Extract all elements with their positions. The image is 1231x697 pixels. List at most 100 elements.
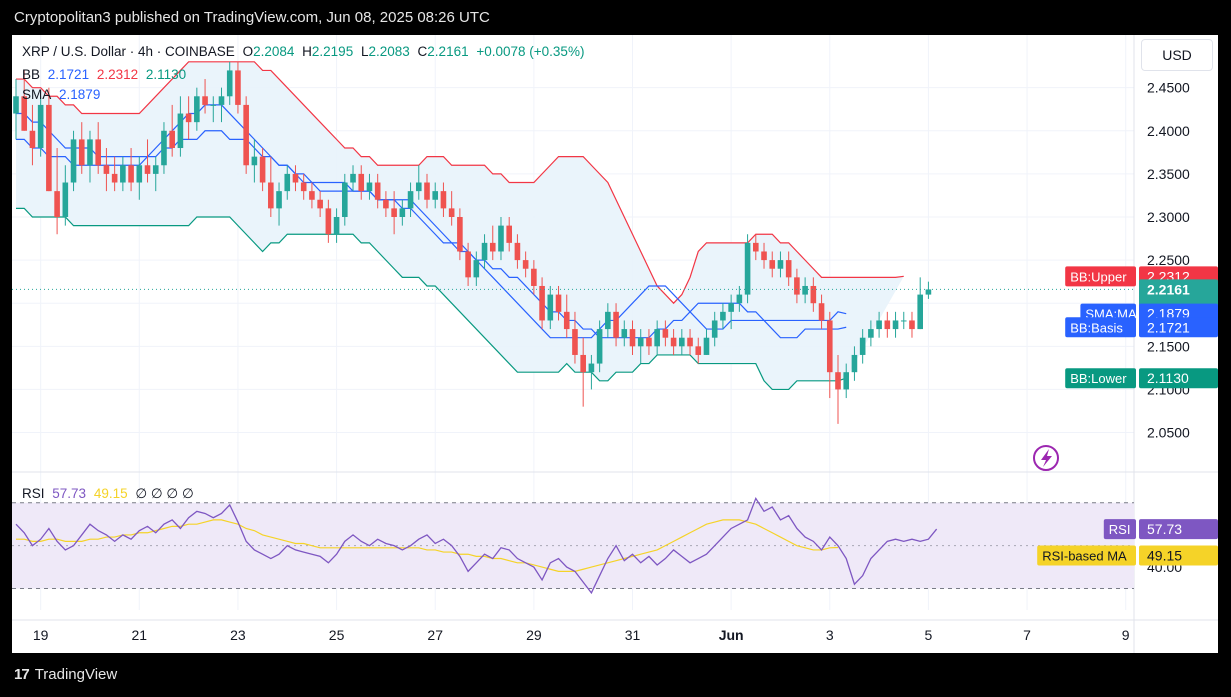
candle-body [432,191,439,200]
price-tick-label: 2.3500 [1147,166,1190,182]
candle-body [506,225,512,243]
candle-body [892,320,899,330]
rsi-name-text: RSI [1109,522,1131,537]
candle-body [572,329,578,355]
rsi-name-badge [1103,519,1136,540]
rsi-value: 57.73 [52,486,87,501]
open-label: O2.2084 [242,44,295,59]
price-label-badge [1139,317,1218,338]
footer-brand[interactable]: 17 TradingView [14,666,117,683]
candle-body [218,96,225,105]
candle-body [21,96,28,131]
rsi-name-text: RSI-based MA [1042,548,1127,563]
currency-button[interactable]: USD [1141,39,1213,71]
candle-body [605,311,611,330]
candle-body [753,242,759,252]
rsi-value-text: 49.15 [1147,547,1182,563]
candle-body [342,182,348,217]
rsi-line [15,497,938,595]
candle-body [300,182,307,192]
candle-body [103,165,110,174]
candle-body [210,104,217,106]
candle-body [70,139,77,183]
publisher-line: Cryptopolitan3 published on TradingView.… [14,9,490,26]
time-tick-label: 7 [1023,627,1031,643]
candle-body [144,165,151,174]
price-tick-label: 2.4000 [1147,123,1190,139]
candle-body [728,303,734,312]
price-label-badge [1139,368,1218,389]
chart-canvas[interactable]: 2.05002.10002.15002.20002.25002.30002.35… [12,35,1218,653]
rsi-legend[interactable]: RSI 57.73 49.15 ∅ ∅ ∅ ∅ [22,486,198,502]
candle-body [29,130,36,149]
candle-body [629,329,636,347]
candle-body [350,173,356,183]
candle-body [177,113,184,149]
candle-body [588,363,595,373]
price-tick-label: 2.0500 [1147,425,1190,441]
tradingview-logo-icon: 17 [14,666,30,683]
candle-body [761,251,767,261]
bb-lower-value: 2.1130 [145,67,187,82]
flash-bolt-icon [1041,449,1052,467]
candle-body [637,337,644,347]
candle-body [152,165,159,174]
chart-frame[interactable]: 2.05002.10002.15002.20002.25002.30002.35… [12,35,1218,653]
candle-body [736,294,743,304]
time-tick-label: 3 [826,627,834,643]
candle-body [13,96,19,114]
candle-body [925,289,932,295]
bb-upper-value: 2.2312 [96,67,139,82]
sma-value: 2.1879 [59,87,101,102]
candle-body [826,320,833,373]
price-label-name: BB:Basis [1070,320,1123,335]
time-tick-label: 23 [230,627,246,643]
candle-body [596,329,603,364]
candle-body [226,70,233,97]
candle-body [498,225,504,252]
time-tick-label: 31 [625,627,641,643]
price-label-name-badge [1065,368,1136,389]
rsi-extra-values: ∅ ∅ ∅ ∅ [135,486,194,501]
candle-body [251,156,258,166]
bb-legend[interactable]: BB 2.1721 2.2312 2.1130 [22,67,190,82]
candle-body [440,191,447,209]
candle-body [876,320,882,330]
candle-body [662,329,669,338]
candle-body [835,372,841,390]
candle-body [407,191,414,209]
candle-body [917,294,923,330]
rsi-label: RSI [22,486,45,501]
candle-body [547,294,554,321]
candle-body [769,260,776,269]
candle-body [194,96,200,123]
candle-body [539,285,545,321]
price-label-value: 2.1130 [1147,370,1189,386]
candle-body [687,337,693,347]
time-tick-label: 9 [1122,627,1130,643]
time-tick-label: 5 [925,627,933,643]
candle-body [415,182,422,192]
candle-body [868,329,874,338]
high-label: H2.2195 [302,44,354,59]
brand-name: TradingView [34,666,118,683]
candle-body [465,251,471,278]
candle-body [95,139,101,166]
candle-body [284,173,291,192]
candle-body [563,311,570,330]
candle-body [522,260,529,269]
rsi-name-badge [1037,545,1136,566]
candle-body [62,182,69,217]
candle-body [268,182,274,209]
sma-legend[interactable]: SMA 2.1879 [22,87,104,102]
time-tick-label: Jun [719,627,744,643]
symbol-title[interactable]: XRP / U.S. Dollar · 4h · COINBASE [22,44,235,59]
time-tick-label: 19 [33,627,49,643]
last-price-value: 2.2161 [1147,281,1190,297]
time-tick-label: 29 [526,627,542,643]
candle-body [128,165,134,183]
candle-body [120,165,126,183]
candle-body [259,156,266,183]
bb-label: BB [22,67,41,82]
bb-lower-line [16,207,847,391]
